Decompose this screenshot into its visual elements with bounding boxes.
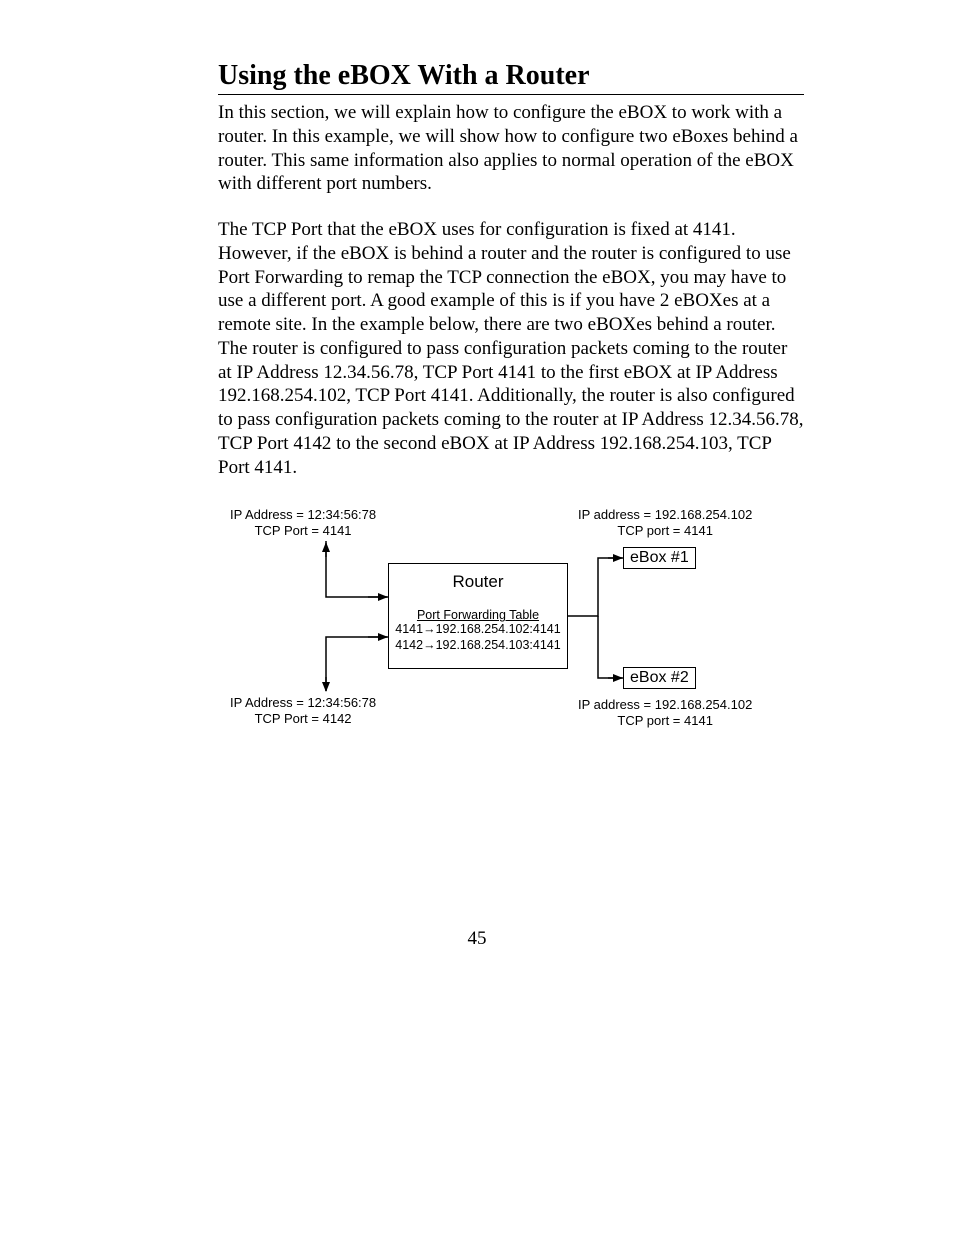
output2-port: TCP port = 4141: [578, 713, 752, 729]
output2-ip: IP address = 192.168.254.102: [578, 697, 752, 713]
input2-label: IP Address = 12:34:56:78 TCP Port = 4142: [230, 695, 376, 726]
ebox1-node: eBox #1: [623, 547, 696, 569]
port-forwarding-table-title: Port Forwarding Table: [389, 608, 567, 622]
ebox2-node: eBox #2: [623, 667, 696, 689]
input1-ip: IP Address = 12:34:56:78: [230, 507, 376, 523]
router-title: Router: [389, 572, 567, 592]
output1-ip: IP address = 192.168.254.102: [578, 507, 752, 523]
port-forwarding-row-1: 4141→192.168.254.102:4141: [389, 622, 567, 638]
port-forwarding-diagram: IP Address = 12:34:56:78 TCP Port = 4141…: [218, 507, 778, 767]
input2-ip: IP Address = 12:34:56:78: [230, 695, 376, 711]
section-heading: Using the eBOX With a Router: [218, 60, 804, 95]
paragraph-2: The TCP Port that the eBOX uses for conf…: [218, 218, 804, 479]
page-number: 45: [0, 928, 954, 950]
paragraph-1: In this section, we will explain how to …: [218, 101, 804, 196]
output2-label: IP address = 192.168.254.102 TCP port = …: [578, 697, 752, 728]
output1-label: IP address = 192.168.254.102 TCP port = …: [578, 507, 752, 538]
input1-label: IP Address = 12:34:56:78 TCP Port = 4141: [230, 507, 376, 538]
input1-port: TCP Port = 4141: [230, 523, 376, 539]
input2-port: TCP Port = 4142: [230, 711, 376, 727]
output1-port: TCP port = 4141: [578, 523, 752, 539]
router-node: Router Port Forwarding Table 4141→192.16…: [388, 563, 568, 669]
port-forwarding-row-2: 4142→192.168.254.103:4141: [389, 638, 567, 654]
page: Using the eBOX With a Router In this sec…: [0, 0, 954, 1235]
